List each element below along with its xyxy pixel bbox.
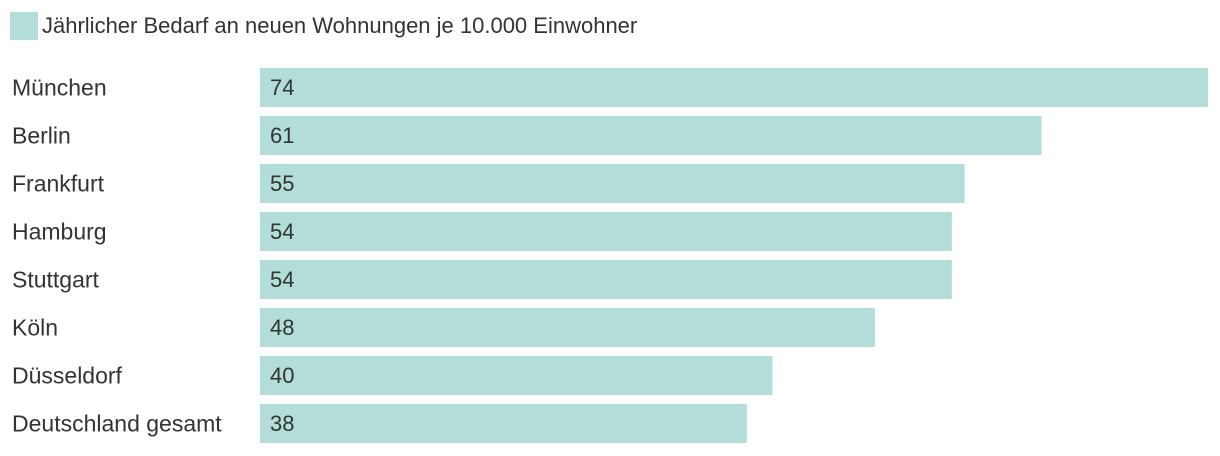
legend-swatch: [10, 12, 38, 40]
bar: [260, 308, 875, 347]
bar: [260, 116, 1042, 155]
value-label: 40: [270, 363, 294, 388]
category-label: München: [12, 75, 107, 101]
value-label: 38: [270, 411, 294, 436]
bar: [260, 212, 952, 251]
category-label: Hamburg: [12, 219, 107, 245]
category-label: Deutschland gesamt: [12, 411, 222, 437]
value-label: 54: [270, 219, 294, 244]
bar: [260, 356, 773, 395]
value-label: 54: [270, 267, 294, 292]
legend-label: Jährlicher Bedarf an neuen Wohnungen je …: [42, 13, 638, 38]
value-label: 55: [270, 171, 294, 196]
category-label: Köln: [12, 315, 58, 341]
category-label: Düsseldorf: [12, 363, 123, 389]
bar: [260, 164, 965, 203]
category-label: Stuttgart: [12, 267, 100, 293]
bar: [260, 404, 747, 443]
value-label: 74: [270, 75, 294, 100]
bar: [260, 260, 952, 299]
value-label: 61: [270, 123, 294, 148]
category-label: Frankfurt: [12, 171, 105, 197]
category-label: Berlin: [12, 123, 71, 149]
bar: [260, 68, 1208, 107]
legend: Jährlicher Bedarf an neuen Wohnungen je …: [10, 11, 637, 41]
value-label: 48: [270, 315, 294, 340]
